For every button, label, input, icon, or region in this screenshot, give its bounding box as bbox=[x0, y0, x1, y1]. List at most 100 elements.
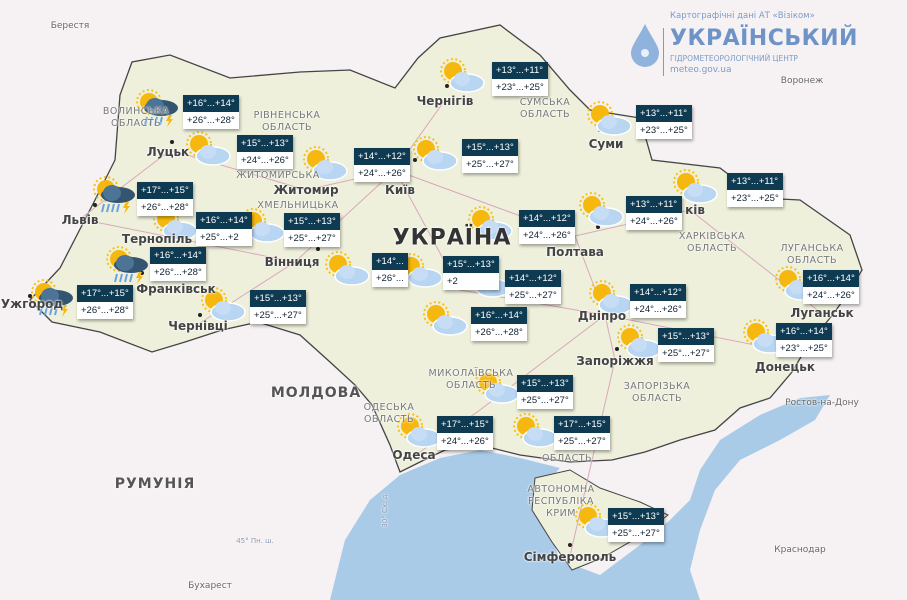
partly-cloudy-icon bbox=[437, 57, 485, 97]
forecast-card[interactable]: +15°...+13° +25°...+27° bbox=[462, 139, 518, 173]
city-label: Запоріжжя bbox=[576, 354, 654, 368]
day-temperature: +25°...+27° bbox=[250, 307, 306, 324]
night-temperature: +13°...+11° bbox=[727, 173, 783, 190]
day-temperature: +26°...+28° bbox=[150, 264, 206, 281]
latitude-label: 45° Пн. ш. bbox=[236, 537, 274, 545]
region-label: ЛУГАНСЬКА ОБЛАСТЬ bbox=[780, 243, 844, 266]
partly-cloudy-icon bbox=[576, 191, 624, 231]
region-label: ЖИТОМИРСЬКА bbox=[236, 170, 320, 181]
day-temperature: +26°...+28° bbox=[471, 324, 527, 341]
region-label: ХМЕЛЬНИЦЬКА bbox=[257, 200, 339, 211]
forecast-card[interactable]: +13°...+11° +23°...+25° bbox=[492, 62, 548, 96]
forecast-card[interactable]: +14°...+12° +24°...+26° bbox=[519, 210, 575, 244]
partly-cloudy-icon bbox=[465, 205, 513, 245]
city-marker bbox=[316, 247, 320, 251]
forecast-card[interactable]: +15°...+13° +25°...+27° bbox=[608, 508, 664, 542]
forecast-card[interactable]: +15°...+13° +25°...+27° bbox=[250, 290, 306, 324]
forecast-card[interactable]: +15°...+13° +25°...+27° bbox=[284, 213, 340, 247]
logo-subtitle: ГІДРОМЕТЕОРОЛОГІЧНИЙ ЦЕНТР bbox=[670, 54, 798, 63]
night-temperature: +16°...+14° bbox=[471, 307, 527, 324]
day-temperature: +26°... bbox=[372, 270, 408, 287]
day-temperature: +24°...+26° bbox=[519, 227, 575, 244]
city-marker bbox=[198, 313, 202, 317]
thunderstorm-rain-icon bbox=[90, 175, 138, 215]
night-temperature: +17°...+15° bbox=[437, 416, 493, 433]
night-temperature: +16°...+14° bbox=[803, 270, 859, 287]
logo-url[interactable]: meteo.gov.ua bbox=[670, 65, 732, 75]
night-temperature: +16°...+14° bbox=[150, 247, 206, 264]
forecast-card[interactable]: +16°...+14° +26°...+28° bbox=[183, 95, 239, 129]
night-temperature: +13°...+11° bbox=[492, 62, 548, 79]
forecast-card[interactable]: +14°... +26°... bbox=[372, 253, 408, 287]
forecast-card[interactable]: +17°...+15° +24°...+26° bbox=[437, 416, 493, 450]
foreign-city-label: Бухарест bbox=[188, 581, 232, 591]
forecast-card[interactable]: +17°...+15° +26°...+28° bbox=[137, 182, 193, 216]
city-marker bbox=[445, 84, 449, 88]
forecast-card[interactable]: +15°...+13° +25°...+27° bbox=[658, 328, 714, 362]
foreign-city-label: Берестя bbox=[50, 21, 90, 31]
night-temperature: +16°...+14° bbox=[183, 95, 239, 112]
partly-cloudy-icon bbox=[410, 135, 458, 175]
thunderstorm-rain-icon bbox=[103, 245, 151, 285]
day-temperature: +24°...+26° bbox=[354, 165, 410, 182]
city-label: Донецьк bbox=[755, 360, 815, 374]
city-marker bbox=[568, 543, 572, 547]
night-temperature: +15°...+13° bbox=[608, 508, 664, 525]
night-temperature: +15°...+13° bbox=[443, 256, 499, 273]
city-marker bbox=[170, 140, 174, 144]
partly-cloudy-icon bbox=[183, 130, 231, 170]
day-temperature: +26°...+28° bbox=[77, 302, 133, 319]
thunderstorm-rain-icon bbox=[28, 278, 76, 318]
country-label: РУМУНІЯ bbox=[114, 476, 196, 492]
night-temperature: +14°...+12° bbox=[519, 210, 575, 227]
city-label: Тернопіль bbox=[121, 232, 193, 246]
night-temperature: +15°...+13° bbox=[237, 135, 293, 152]
day-temperature: +23°...+25° bbox=[776, 340, 832, 357]
forecast-card[interactable]: +17°...+15° +26°...+28° bbox=[77, 285, 133, 319]
forecast-card[interactable]: +13°...+11° +23°...+25° bbox=[636, 105, 692, 139]
water-drop-icon bbox=[631, 24, 659, 67]
forecast-card[interactable]: +16°...+14° +24°...+26° bbox=[803, 270, 859, 304]
region-label: ЗАПОРІЗЬКА ОБЛАСТЬ bbox=[623, 381, 691, 404]
night-temperature: +16°...+14° bbox=[776, 323, 832, 340]
forecast-card[interactable]: +13°...+11° +23°...+25° bbox=[727, 173, 783, 207]
foreign-city-label: Воронеж bbox=[780, 76, 824, 86]
night-temperature: +14°... bbox=[372, 253, 408, 270]
partly-cloudy-icon bbox=[420, 300, 468, 340]
partly-cloudy-icon bbox=[394, 412, 442, 452]
night-temperature: +15°...+13° bbox=[517, 375, 573, 392]
forecast-card[interactable]: +15°...+13° +24°...+26° bbox=[237, 135, 293, 169]
city-label: Дніпро bbox=[577, 309, 627, 323]
city-marker bbox=[93, 203, 97, 207]
forecast-card[interactable]: +14°...+12° +24°...+26° bbox=[630, 284, 686, 318]
night-temperature: +15°...+13° bbox=[658, 328, 714, 345]
night-temperature: +14°...+12° bbox=[505, 270, 561, 287]
day-temperature: +25°...+27° bbox=[608, 525, 664, 542]
night-temperature: +17°...+15° bbox=[77, 285, 133, 302]
city-marker bbox=[615, 347, 619, 351]
day-temperature: +23°...+25° bbox=[636, 122, 692, 139]
forecast-card[interactable]: +16°...+14° +23°...+25° bbox=[776, 323, 832, 357]
forecast-card[interactable]: +14°...+12° +24°...+26° bbox=[354, 148, 410, 182]
forecast-card[interactable]: +15°...+13° +2 bbox=[443, 256, 499, 290]
day-temperature: +24°...+26° bbox=[626, 213, 682, 230]
night-temperature: +17°...+15° bbox=[137, 182, 193, 199]
thunderstorm-rain-icon bbox=[133, 88, 181, 128]
forecast-card[interactable]: +14°...+12° +25°...+27° bbox=[505, 270, 561, 304]
night-temperature: +13°...+11° bbox=[626, 196, 682, 213]
forecast-card[interactable]: +16°...+14° +25°...+2 bbox=[196, 212, 252, 246]
forecast-card[interactable]: +13°...+11° +24°...+26° bbox=[626, 196, 682, 230]
country-label: УКРАЇНА bbox=[392, 225, 512, 251]
forecast-card[interactable]: +16°...+14° +26°...+28° bbox=[471, 307, 527, 341]
forecast-card[interactable]: +16°...+14° +26°...+28° bbox=[150, 247, 206, 281]
day-temperature: +24°...+26° bbox=[630, 301, 686, 318]
forecast-card[interactable]: +15°...+13° +25°...+27° bbox=[517, 375, 573, 409]
forecast-card[interactable]: +17°...+15° +25°...+27° bbox=[554, 416, 610, 450]
city-label: Київ bbox=[385, 183, 415, 197]
partly-cloudy-icon bbox=[198, 286, 246, 326]
day-temperature: +25°...+2 bbox=[196, 229, 252, 246]
night-temperature: +15°...+13° bbox=[462, 139, 518, 156]
day-temperature: +26°...+28° bbox=[183, 112, 239, 129]
city-label: Одеса bbox=[392, 448, 436, 462]
map-data-source: Картографічні дані АТ «Візіком» bbox=[670, 11, 815, 21]
